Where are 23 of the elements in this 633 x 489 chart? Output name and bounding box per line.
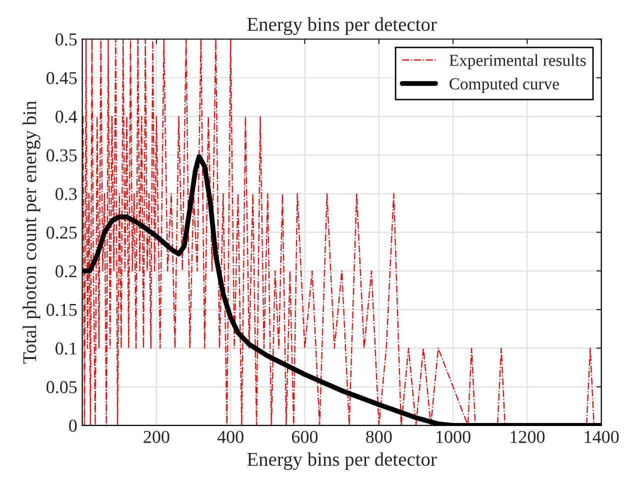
y-tick-label: 0.05 — [46, 381, 77, 394]
y-tick-label: 0.2 — [56, 265, 76, 278]
y-tick-label: 0.3 — [56, 188, 77, 200]
x-tick-label: 1400 — [584, 430, 619, 443]
y-tick-label: 0.15 — [46, 304, 77, 316]
legend-label: Computed curve — [450, 78, 559, 93]
x-tick-label: 1200 — [510, 430, 545, 443]
y-tick-label: 0.5 — [56, 33, 77, 46]
x-tick-label: 400 — [217, 430, 244, 443]
y-tick-label: 0.4 — [56, 110, 78, 123]
y-tick-label: 0.25 — [46, 226, 77, 239]
y-tick-label: 0 — [69, 420, 77, 432]
x-tick-label: 600 — [292, 430, 318, 443]
x-tick-label: 200 — [144, 430, 170, 443]
y-axis-title: Total photon count per energy bin — [22, 100, 40, 364]
x-tick-label: 800 — [366, 430, 392, 443]
x-tick-label: 1000 — [436, 430, 470, 443]
chart-title: Energy bins per detector — [247, 17, 437, 35]
legend-label: Experimental results — [449, 54, 586, 70]
x-axis-title: Energy bins per detector — [247, 452, 437, 470]
y-tick-label: 0.45 — [46, 72, 77, 84]
y-tick-label: 0.1 — [56, 342, 76, 355]
y-tick-label: 0.35 — [46, 149, 77, 162]
